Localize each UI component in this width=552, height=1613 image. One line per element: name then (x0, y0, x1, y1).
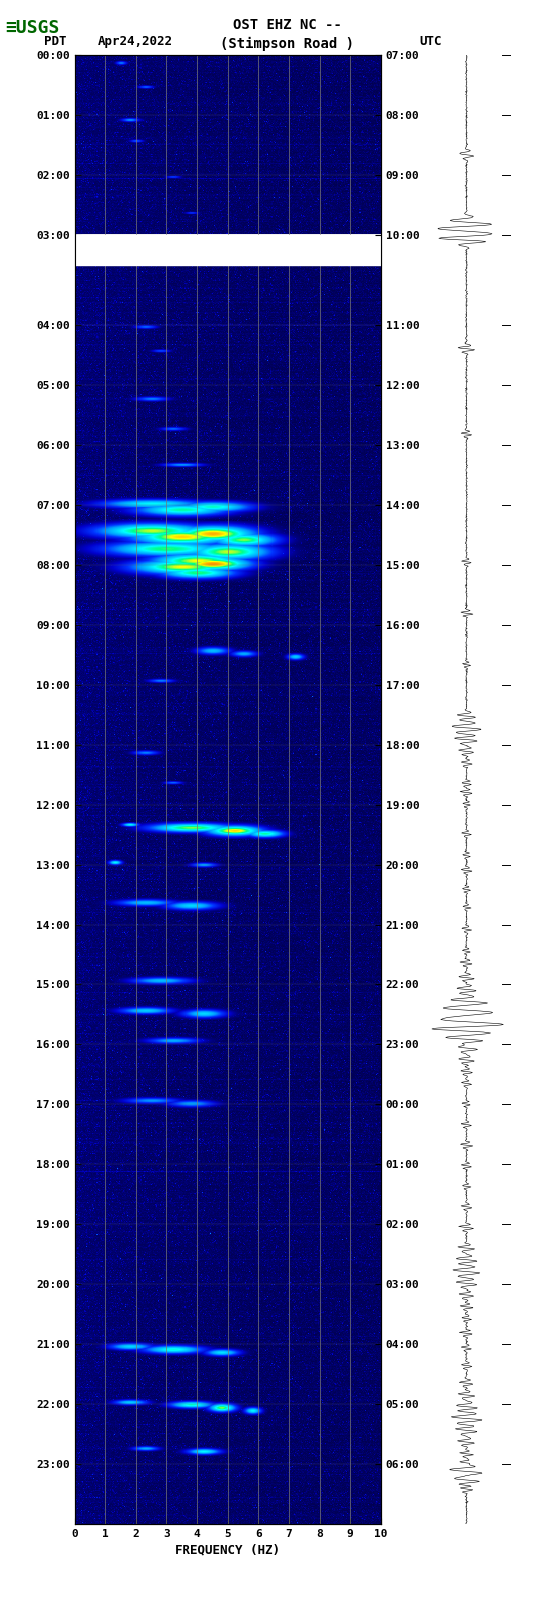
Text: UTC: UTC (420, 35, 442, 48)
X-axis label: FREQUENCY (HZ): FREQUENCY (HZ) (175, 1544, 280, 1557)
Text: ≡USGS: ≡USGS (6, 19, 60, 37)
Text: (Stimpson Road ): (Stimpson Road ) (220, 37, 354, 52)
Text: Apr24,2022: Apr24,2022 (98, 35, 173, 48)
Text: PDT: PDT (44, 35, 66, 48)
Text: OST EHZ NC --: OST EHZ NC -- (232, 18, 342, 32)
Bar (75, 235, 381, 265)
